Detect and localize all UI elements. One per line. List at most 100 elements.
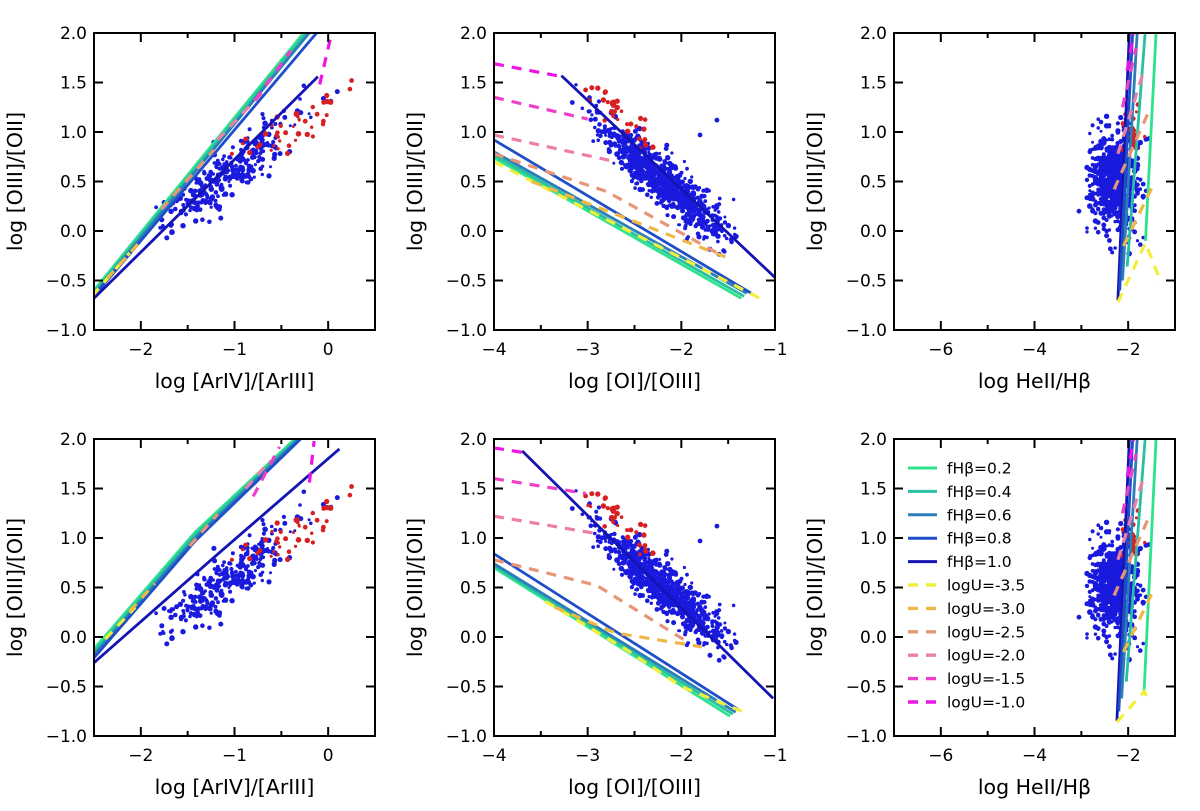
- svg-text:1.5: 1.5: [860, 74, 887, 94]
- model-line-f04: [1125, 33, 1147, 267]
- axis-ticks: [493, 32, 776, 331]
- svg-text:−4: −4: [1022, 746, 1047, 766]
- scatter-points: [154, 78, 354, 241]
- panel-top-middle: −4 −3 −2 −1 2.0 1.5 1.0 0.5 0.0 −0.5 −1.0 log [OI]/…: [403, 24, 788, 393]
- model-line-u10: [1125, 439, 1136, 477]
- model-line-f02: [94, 439, 297, 650]
- panel-bottom-middle: −4 −3 −2 −1 2.0 1.5 1.0 0.5 0.0 −0.5 −1.0 log [OI]/…: [403, 430, 788, 799]
- model-line-f04: [494, 564, 734, 716]
- svg-text:0.5: 0.5: [60, 173, 87, 193]
- y-axis-label: log [OIII]/[OII]: [3, 518, 27, 657]
- model-line-f10: [94, 447, 341, 664]
- model-line-u35: [1116, 238, 1163, 303]
- model-line-u35: [94, 251, 131, 297]
- svg-text:−0.5: −0.5: [446, 678, 487, 698]
- x-axis-label: log [OI]/[OIII]: [568, 775, 701, 799]
- svg-text:2.0: 2.0: [460, 430, 487, 450]
- model-grid-lines: [1112, 33, 1163, 303]
- x-axis-label: log HeII/Hβ: [978, 369, 1091, 393]
- y-axis-label: log [OIII]/[OII]: [3, 112, 27, 251]
- svg-text:−3: −3: [575, 746, 600, 766]
- model-line-f10: [94, 75, 319, 300]
- svg-text:2.0: 2.0: [60, 430, 87, 450]
- legend-label-u35: logU=-3.5: [947, 577, 1025, 595]
- model-line-u10: [494, 446, 527, 455]
- panel-top-right: −6 −4 −2 2.0 1.5 1.0 0.5 0.0 −0.5 −1.0 log HeII/Hβ…: [803, 24, 1176, 393]
- legend-label-u10: logU=-1.0: [947, 694, 1025, 712]
- svg-text:2.0: 2.0: [860, 24, 887, 44]
- model-line-u25: [1112, 106, 1153, 191]
- model-line-f04: [1124, 439, 1147, 682]
- model-line-u25: [494, 152, 718, 255]
- scatter-points: [1076, 102, 1152, 257]
- svg-text:−2: −2: [669, 340, 694, 360]
- svg-text:−0.5: −0.5: [446, 272, 487, 292]
- model-line-f04: [494, 153, 745, 298]
- svg-text:−2: −2: [128, 746, 153, 766]
- axes-frame: [93, 32, 376, 331]
- legend: fHβ=0.2 fHβ=0.4 fHβ=0.6 fHβ=0.8 fHβ=1.0 logU=…: [908, 460, 1025, 712]
- y-axis-label: log [OIII]/[OII]: [803, 112, 827, 251]
- svg-text:−1.0: −1.0: [446, 727, 487, 747]
- model-grid-lines: [1112, 439, 1158, 724]
- legend-label-u25: logU=-2.5: [947, 623, 1025, 641]
- model-grid-lines: [94, 33, 333, 300]
- x-tick-labels: −4 −3 −2 −1: [481, 340, 787, 360]
- model-line-u10: [494, 62, 562, 79]
- model-line-f08: [94, 33, 319, 298]
- svg-text:1.5: 1.5: [60, 480, 87, 500]
- legend-label-u15: logU=-1.5: [947, 670, 1025, 688]
- svg-text:2.0: 2.0: [860, 430, 887, 450]
- plot-area: [494, 446, 775, 718]
- svg-text:−1.0: −1.0: [46, 321, 87, 341]
- y-tick-labels: 2.0 1.5 1.0 0.5 0.0 −0.5 −1.0: [846, 24, 887, 341]
- y-axis-label: log [OIII]/[OII]: [403, 518, 427, 657]
- x-tick-labels: −2 −1 0: [128, 746, 333, 766]
- plot-area: [494, 62, 775, 302]
- y-axis-label: log [OIII]/[OII]: [803, 518, 827, 657]
- svg-text:1.0: 1.0: [60, 529, 87, 549]
- svg-text:−1: −1: [762, 746, 787, 766]
- panel-bottom-left: −2 −1 0 2.0 1.5 1.0 0.5 0.0 −0.5 −1.0 log [ArIV]/[…: [3, 430, 376, 799]
- svg-text:−1: −1: [762, 340, 787, 360]
- svg-text:−2: −2: [128, 340, 153, 360]
- axis-ticks: [493, 438, 776, 737]
- legend-label-f04: fHβ=0.4: [947, 483, 1012, 501]
- model-line-u25: [160, 148, 216, 211]
- plot-area: [94, 33, 354, 300]
- model-line-u20: [494, 133, 617, 164]
- model-line-u15: [251, 446, 281, 498]
- model-line-u30: [1122, 591, 1154, 653]
- y-tick-labels: 2.0 1.5 1.0 0.5 0.0 −0.5 −1.0: [46, 430, 87, 747]
- scatter-points: [569, 489, 739, 663]
- svg-text:−0.5: −0.5: [846, 272, 887, 292]
- svg-text:1.5: 1.5: [860, 480, 887, 500]
- model-line-u35: [1115, 688, 1150, 724]
- x-axis-label: log [ArIV]/[ArIII]: [155, 369, 315, 393]
- model-line-f04: [94, 33, 309, 294]
- svg-text:−1: −1: [222, 340, 247, 360]
- svg-text:1.5: 1.5: [460, 74, 487, 94]
- svg-text:−0.5: −0.5: [846, 678, 887, 698]
- model-line-f02: [1144, 33, 1158, 241]
- svg-text:1.5: 1.5: [60, 74, 87, 94]
- y-tick-labels: 2.0 1.5 1.0 0.5 0.0 −0.5 −1.0: [46, 24, 87, 341]
- panel-top-left: −2 −1 0 2.0 1.5 1.0 0.5 0.0 −0.5 −1.0 log [ArIV]/[…: [3, 24, 376, 393]
- svg-text:0.5: 0.5: [60, 579, 87, 599]
- axis-ticks: [894, 438, 1175, 737]
- legend-label-u20: logU=-2.0: [947, 647, 1025, 665]
- svg-text:1.0: 1.0: [460, 529, 487, 549]
- svg-text:2.0: 2.0: [60, 24, 87, 44]
- svg-text:−2: −2: [1116, 746, 1141, 766]
- svg-text:1.0: 1.0: [860, 123, 887, 143]
- y-axis-label: log [OIII]/[OII]: [403, 112, 427, 251]
- scatter-points: [1076, 508, 1152, 663]
- y-tick-labels: 2.0 1.5 1.0 0.5 0.0 −0.5 −1.0: [446, 24, 487, 341]
- plot-area: [94, 439, 354, 664]
- svg-text:−1.0: −1.0: [846, 727, 887, 747]
- svg-text:−6: −6: [928, 746, 953, 766]
- scatter-points: [154, 484, 354, 647]
- y-tick-labels: 2.0 1.5 1.0 0.5 0.0 −0.5 −1.0: [846, 430, 887, 747]
- model-line-u15: [494, 95, 589, 121]
